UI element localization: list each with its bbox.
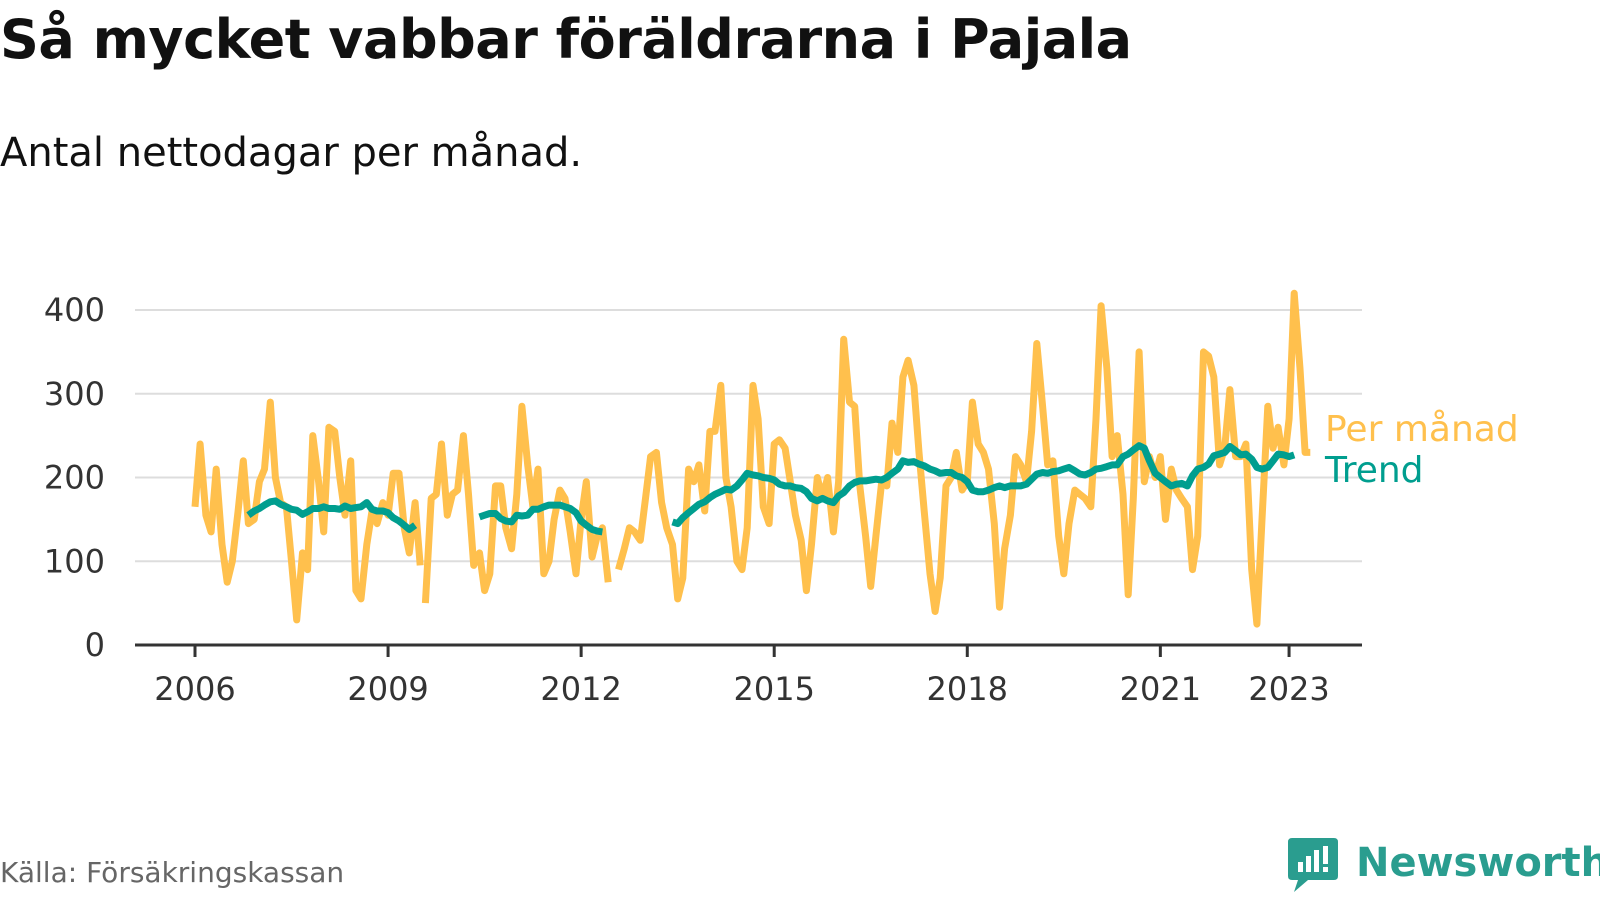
y-axis-tick-labels: 0 100 200 300 400 — [44, 291, 105, 664]
x-tick-label-2012: 2012 — [540, 670, 621, 708]
y-tick-label-0: 0 — [85, 626, 105, 664]
source-note: Källa: Försäkringskassan — [0, 856, 345, 889]
y-tick-label-300: 300 — [44, 375, 105, 413]
y-tick-label-400: 400 — [44, 291, 105, 329]
series-line-1 — [246, 442, 1296, 536]
y-tick-label-100: 100 — [44, 542, 105, 580]
series-line-0 — [191, 289, 1311, 628]
newsworthy-logo-icon — [1288, 838, 1338, 892]
brand-logo: Newsworthy — [1288, 836, 1600, 896]
brand-name: Newsworthy — [1356, 840, 1600, 886]
series-label-0: Per månad — [1325, 409, 1519, 450]
x-tick-label-2006: 2006 — [154, 670, 235, 708]
chart-subtitle: Antal nettodagar per månad. — [0, 130, 583, 176]
y-tick-label-200: 200 — [44, 459, 105, 497]
chart-title: Så mycket vabbar föräldrarna i Pajala — [0, 8, 1132, 71]
x-axis: 2006 2009 2012 2015 2018 2021 2023 — [135, 643, 1362, 708]
x-tick-label-2021: 2021 — [1120, 670, 1201, 708]
x-tick-label-2023: 2023 — [1248, 670, 1329, 708]
x-tick-label-2015: 2015 — [733, 670, 814, 708]
x-tick-label-2018: 2018 — [927, 670, 1008, 708]
series-lines — [191, 289, 1311, 628]
x-tick-label-2009: 2009 — [347, 670, 428, 708]
series-label-1: Trend — [1324, 450, 1424, 491]
